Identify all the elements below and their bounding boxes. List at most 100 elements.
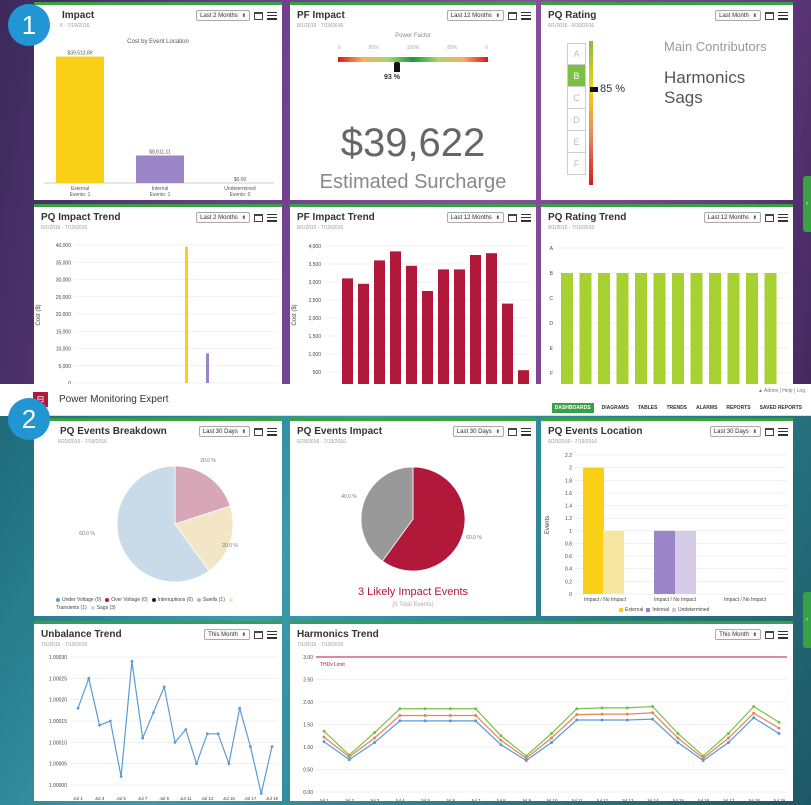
- x-tick-label: Jul 9: [521, 798, 531, 801]
- x-tick-label: Jul 5: [420, 798, 430, 801]
- rating-pointer: [590, 87, 598, 92]
- maximize-icon[interactable]: [508, 11, 517, 20]
- x-tick-label: Jul 16: [697, 798, 710, 801]
- data-point: [119, 775, 123, 778]
- legend-item[interactable]: Sags (3): [90, 605, 116, 611]
- y-tick-label: 3,500: [308, 262, 321, 268]
- period-select[interactable]: Last Month ⬍: [715, 10, 761, 21]
- period-select[interactable]: This Month ⬍: [715, 629, 761, 640]
- data-point: [173, 740, 177, 744]
- maximize-icon[interactable]: [254, 213, 263, 222]
- data-point: [322, 735, 326, 739]
- harmonics-trend-chart: 0.00 0.50 1.00 1.50 2.00 2.50 3.00 THDv Limit Ju…: [303, 655, 787, 801]
- maximize-icon[interactable]: [254, 427, 263, 436]
- menu-icon[interactable]: [521, 213, 531, 222]
- pq-rating-trend-card: PQ Rating Trend 8/1/2015 - 7/19/2016 Las…: [541, 204, 793, 384]
- x-tick-label: Jul 2: [345, 798, 355, 801]
- x-tick-label: Jul 14: [647, 798, 660, 801]
- user-links[interactable]: ▲ Admin | Help | Log: [757, 388, 805, 394]
- card-title: Unbalance Trend: [41, 629, 122, 640]
- menu-icon[interactable]: [778, 427, 788, 436]
- legend-item[interactable]: Transients (1): [56, 597, 235, 611]
- legend-item[interactable]: External: [619, 607, 643, 613]
- period-select[interactable]: Last 2 Months ⬍: [196, 212, 250, 223]
- menu-icon[interactable]: [521, 427, 531, 436]
- cost-bar: [518, 370, 529, 384]
- maximize-icon[interactable]: [765, 213, 774, 222]
- card-date: 7/1/2016 - 7/19/2016: [297, 642, 344, 648]
- menu-icon[interactable]: [267, 630, 277, 639]
- legend-item[interactable]: Under Voltage (0): [56, 597, 101, 603]
- menu-icon[interactable]: [778, 630, 788, 639]
- nav-dashboards[interactable]: DASHBOARDS: [551, 403, 594, 413]
- period-select[interactable]: Last 30 Days ⬍: [709, 426, 761, 437]
- data-point: [423, 714, 427, 717]
- cost-bar: [374, 260, 385, 384]
- maximize-icon[interactable]: [254, 11, 263, 20]
- maximize-icon[interactable]: [765, 427, 774, 436]
- card-date: 6/20/2016 - 7/19/2016: [548, 439, 597, 445]
- maximize-icon[interactable]: [508, 427, 517, 436]
- y-tick-label: 0.4: [565, 567, 572, 573]
- period-select[interactable]: Last 30 Days ⬍: [452, 426, 504, 437]
- side-panel-toggle[interactable]: ‹: [803, 592, 811, 648]
- event-bar: [583, 467, 604, 594]
- period-select[interactable]: Last 12 Months ⬍: [446, 10, 504, 21]
- menu-icon[interactable]: [778, 11, 788, 20]
- period-select[interactable]: Last 30 Days ⬍: [198, 426, 250, 437]
- legend-item[interactable]: Undetermined: [672, 607, 709, 613]
- data-point: [474, 714, 478, 717]
- data-point: [448, 719, 452, 723]
- cost-bar: [342, 278, 353, 384]
- nav-diagrams[interactable]: DIAGRAMS: [601, 405, 629, 411]
- harmonics-line: [323, 705, 780, 757]
- menu-icon[interactable]: [267, 11, 277, 20]
- period-select[interactable]: This Month ⬍: [204, 629, 250, 640]
- x-tick-label: Jul 3: [370, 798, 380, 801]
- x-tick-label: Jul 10: [545, 798, 558, 801]
- nav-reports[interactable]: REPORTS: [726, 405, 751, 411]
- legend-item[interactable]: Internal: [646, 607, 669, 613]
- side-panel-toggle[interactable]: ‹: [803, 176, 811, 232]
- data-point: [726, 732, 730, 735]
- rating-bar: [579, 273, 592, 384]
- nav-saved-reports[interactable]: SAVED REPORTS: [759, 405, 802, 411]
- y-tick-label: 3.00: [303, 655, 313, 661]
- card-title: PQ Events Location: [548, 426, 643, 437]
- maximize-icon[interactable]: [508, 213, 517, 222]
- data-point: [347, 755, 351, 759]
- cost-bar: [216, 183, 264, 184]
- maximize-icon[interactable]: [765, 630, 774, 639]
- contributor-item: Sags: [664, 88, 703, 107]
- contributor-item: Harmonics: [664, 68, 746, 87]
- cost-bar: [358, 283, 369, 384]
- rating-gradient-bar: [589, 41, 593, 185]
- cost-bar: [502, 303, 513, 384]
- y-tick-label: 1,500: [308, 334, 321, 340]
- menu-icon[interactable]: [267, 427, 277, 436]
- maximize-icon[interactable]: [765, 11, 774, 20]
- rating-bar: [561, 273, 573, 384]
- maximize-icon[interactable]: [254, 630, 263, 639]
- menu-icon[interactable]: [521, 11, 531, 20]
- period-select[interactable]: Last 12 Months ⬍: [446, 212, 504, 223]
- legend-item[interactable]: Swells (1): [196, 597, 225, 603]
- legend-item[interactable]: Over Voltage (0): [105, 597, 148, 603]
- period-select[interactable]: Last 12 Months ⬍: [703, 212, 761, 223]
- y-tick-label: 3,000: [308, 280, 321, 286]
- legend-item[interactable]: Interruptions (0): [151, 597, 193, 603]
- x-tick-label: Jul 19: [266, 796, 279, 801]
- nav-tables[interactable]: TABLES: [637, 405, 658, 411]
- nav-alarms[interactable]: ALARMS: [696, 405, 718, 411]
- period-select[interactable]: Last 2 Months ⬍: [196, 10, 250, 21]
- event-bar: [603, 530, 624, 594]
- menu-icon[interactable]: [778, 213, 788, 222]
- unbalance-line: [77, 661, 273, 794]
- data-point: [600, 706, 604, 710]
- data-point: [701, 759, 705, 762]
- data-point: [162, 685, 166, 689]
- menu-icon[interactable]: [267, 213, 277, 222]
- nav-trends[interactable]: TRENDS: [666, 405, 688, 411]
- card-date: 6/20/2016 - 7/19/2016: [297, 439, 346, 445]
